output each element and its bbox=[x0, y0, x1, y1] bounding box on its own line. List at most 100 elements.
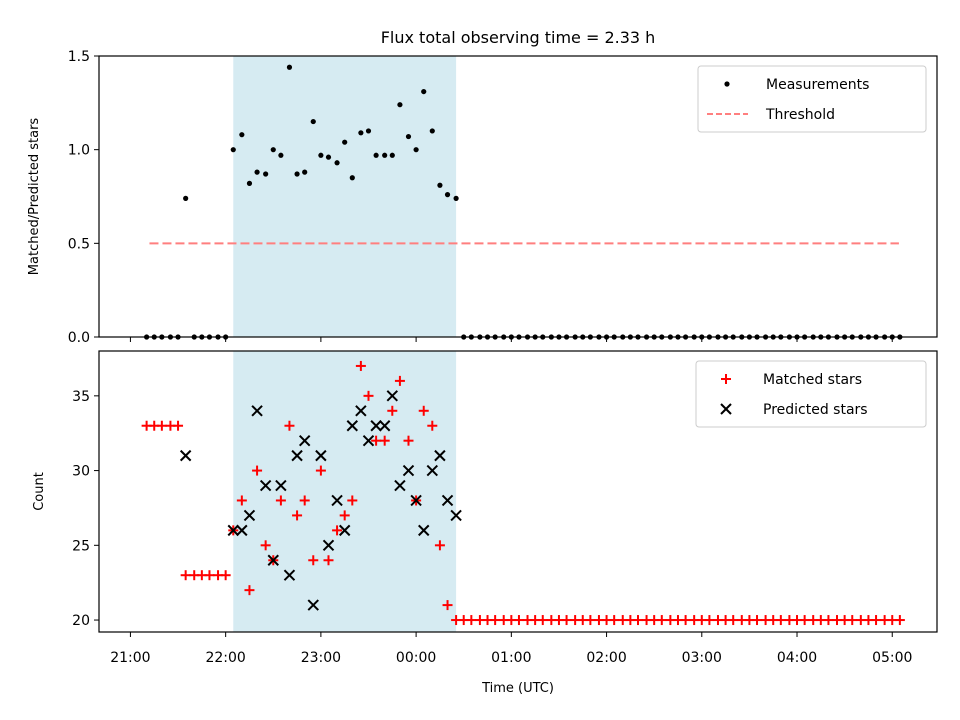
measurement-point bbox=[246, 180, 253, 186]
time-x-tick-label: 02:00 bbox=[586, 650, 626, 666]
predicted-star-point bbox=[378, 420, 391, 432]
predicted-star-point bbox=[259, 479, 272, 492]
measurement-point bbox=[239, 132, 245, 138]
measurement-point bbox=[365, 128, 372, 134]
chart-title: Flux total observing time = 2.33 h bbox=[381, 28, 656, 47]
time-x-tick-label: 01:00 bbox=[491, 650, 531, 666]
count-y-tick-label: 30 bbox=[72, 464, 90, 480]
measurement-point bbox=[325, 154, 332, 160]
count-plot-frame bbox=[98, 350, 938, 633]
time-x-axis: 21:00 22:00 23:00 00:00 01:00 02:00 03:00 04:00… bbox=[110, 632, 912, 666]
predicted-star-point bbox=[315, 449, 327, 462]
legend-matched-label: Matched stars bbox=[763, 372, 862, 388]
predicted-star-point bbox=[394, 479, 406, 492]
measurement-point bbox=[437, 182, 443, 188]
count-y-tick-label: 35 bbox=[72, 389, 90, 405]
predicted-star-point bbox=[251, 405, 263, 417]
observing-window-span bbox=[233, 351, 457, 632]
measurement-point bbox=[318, 152, 324, 158]
predicted-star-point bbox=[243, 509, 256, 522]
predicted-star-point bbox=[291, 449, 303, 462]
measurement-point bbox=[389, 152, 395, 158]
predicted-star-point bbox=[331, 494, 343, 507]
predicted-star-point bbox=[298, 434, 311, 447]
legend-predicted-marker bbox=[720, 403, 732, 415]
count-panel: 20 25 30 35 21:00 22:00 23:00 00:00 01:00 02:00 0… bbox=[32, 350, 938, 696]
measurement-point bbox=[382, 152, 388, 158]
predicted-star-point bbox=[322, 539, 335, 552]
legend-threshold-label: Threshold bbox=[765, 107, 835, 123]
count-legend: Matched stars Predicted stars bbox=[695, 360, 927, 428]
time-x-tick-label: 00:00 bbox=[396, 650, 436, 666]
predicted-star-point bbox=[275, 479, 287, 492]
count-legend-box bbox=[695, 360, 927, 428]
count-y-label: Count bbox=[32, 472, 47, 511]
measurement-point bbox=[310, 118, 316, 125]
measurement-point bbox=[421, 88, 427, 95]
predicted-star-point bbox=[441, 494, 454, 507]
predicted-star-points bbox=[179, 390, 462, 611]
measurement-point bbox=[230, 147, 236, 153]
predicted-star-point bbox=[426, 464, 439, 477]
measurement-point bbox=[286, 64, 293, 70]
measurement-point bbox=[254, 169, 260, 175]
ratio-panel: 0.0 0.5 1.0 1.5 Flux total observing time =… bbox=[27, 28, 938, 346]
legend-predicted-label: Predicted stars bbox=[763, 402, 868, 418]
measurement-point bbox=[278, 152, 284, 158]
time-x-tick-label: 04:00 bbox=[777, 650, 817, 666]
ratio-y-axis: 0.0 0.5 1.0 1.5 bbox=[68, 49, 99, 346]
predicted-star-point bbox=[227, 524, 239, 537]
predicted-star-point bbox=[355, 405, 367, 417]
measurement-point bbox=[270, 147, 276, 153]
legend-measurement-marker bbox=[724, 81, 730, 87]
predicted-star-point bbox=[179, 449, 192, 462]
measurement-point bbox=[342, 139, 348, 145]
count-y-tick-label: 25 bbox=[72, 538, 90, 554]
time-x-tick-label: 05:00 bbox=[872, 650, 912, 666]
predicted-star-point bbox=[370, 420, 382, 432]
time-x-tick-label: 22:00 bbox=[205, 650, 245, 666]
measurement-point bbox=[302, 169, 308, 175]
measurement-point bbox=[453, 195, 459, 201]
predicted-star-point bbox=[236, 524, 248, 537]
ratio-y-tick-label: 0.0 bbox=[68, 330, 90, 346]
measurement-point bbox=[294, 171, 300, 177]
predicted-star-point bbox=[307, 599, 319, 611]
measurement-point bbox=[183, 195, 189, 201]
predicted-star-point bbox=[450, 509, 462, 522]
measurement-point bbox=[397, 102, 403, 108]
measurement-point bbox=[373, 152, 379, 158]
measurement-point bbox=[444, 192, 451, 198]
measurement-point bbox=[358, 130, 364, 136]
measurement-point bbox=[413, 147, 419, 153]
predicted-star-point bbox=[338, 524, 351, 537]
predicted-star-point bbox=[362, 434, 375, 447]
measurement-point bbox=[349, 175, 355, 181]
measurement-point bbox=[263, 171, 269, 177]
ratio-legend-box bbox=[697, 65, 927, 133]
predicted-star-point bbox=[402, 464, 415, 477]
legend-measurements-label: Measurements bbox=[766, 77, 869, 93]
time-x-tick-label: 23:00 bbox=[301, 650, 341, 666]
count-y-axis: 20 25 30 35 bbox=[72, 389, 99, 629]
predicted-star-point bbox=[386, 390, 399, 402]
ratio-legend: Measurements Threshold bbox=[697, 65, 927, 133]
time-x-tick-label: 21:00 bbox=[110, 650, 150, 666]
ratio-y-tick-label: 0.5 bbox=[68, 236, 90, 252]
observing-window-span bbox=[233, 56, 457, 337]
ratio-x-ticks bbox=[129, 337, 893, 342]
predicted-star-point bbox=[283, 569, 296, 581]
ratio-y-tick-label: 1.0 bbox=[68, 143, 90, 159]
count-y-tick-label: 20 bbox=[72, 613, 90, 629]
time-x-label: Time (UTC) bbox=[481, 681, 554, 696]
legend-matched-marker bbox=[721, 374, 731, 384]
legend-predicted-marker-stroke bbox=[720, 403, 732, 415]
ratio-plot-frame bbox=[98, 55, 938, 338]
predicted-star-point bbox=[434, 449, 446, 462]
ratio-y-label: Matched/Predicted stars bbox=[27, 118, 42, 276]
measurement-point bbox=[429, 128, 435, 134]
predicted-star-point bbox=[346, 420, 359, 432]
time-x-tick-label: 03:00 bbox=[682, 650, 722, 666]
predicted-star-point bbox=[267, 554, 279, 566]
